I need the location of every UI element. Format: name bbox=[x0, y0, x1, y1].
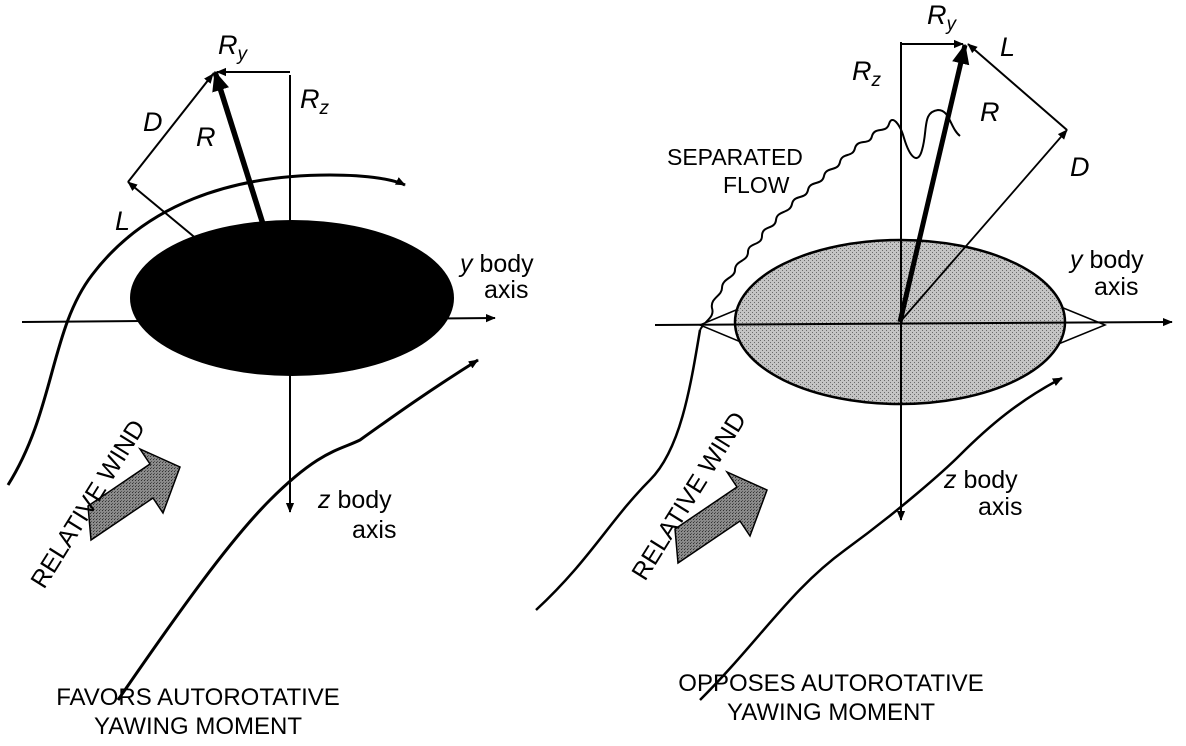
right-separated-flow-label: SEPARATED bbox=[667, 144, 803, 170]
left-caption-line2: YAWING MOMENT bbox=[94, 713, 302, 740]
left-streamline-lower bbox=[116, 358, 479, 701]
right-separated-flow-label-line2: FLOW bbox=[723, 172, 790, 198]
right-streamline-upper bbox=[535, 329, 702, 611]
right-separated-flow-line bbox=[699, 108, 961, 331]
right-caption-line2: YAWING MOMENT bbox=[727, 699, 935, 726]
right-Rz-label: Rz bbox=[852, 56, 882, 91]
right-z-axis-label-line2: axis bbox=[978, 493, 1022, 521]
right-L-label: L bbox=[1000, 32, 1015, 62]
left-R-label: R bbox=[196, 122, 216, 152]
right-z-axis-label: z body bbox=[943, 466, 1018, 494]
right-y-axis-label-line2: axis bbox=[1094, 273, 1138, 301]
left-streamline-upper bbox=[6, 173, 406, 486]
right-resultant-R-vector bbox=[897, 43, 970, 323]
right-y-axis bbox=[654, 317, 1173, 327]
left-caption-line1: FAVORS AUTOROTATIVE bbox=[56, 684, 340, 711]
right-Ry-label: Ry bbox=[927, 0, 958, 35]
left-relative-wind-arrow bbox=[87, 447, 181, 542]
left-resultant-R-vector bbox=[212, 70, 271, 241]
right-D-vector bbox=[899, 129, 1068, 323]
right-y-axis-label: y body bbox=[1068, 246, 1144, 274]
right-streamline-lower bbox=[699, 376, 1063, 701]
left-body-ellipse bbox=[130, 220, 454, 376]
left-Ry-label: Ry bbox=[218, 30, 249, 65]
left-L-label: L bbox=[115, 206, 130, 236]
left-D-label: D bbox=[143, 107, 163, 137]
left-Rz-label: Rz bbox=[300, 84, 330, 119]
right-L-vector bbox=[967, 43, 1068, 131]
left-D-vector bbox=[127, 73, 214, 183]
left-panel: Ry Rz D R L y body axis z body axis RELA… bbox=[6, 30, 534, 740]
right-relative-wind-arrow bbox=[674, 470, 768, 565]
right-panel: Ry Rz L R D SEPARATED FLOW y body axis z… bbox=[535, 0, 1173, 726]
left-y-axis-label: y body bbox=[458, 250, 534, 278]
right-R-label: R bbox=[980, 97, 1000, 127]
left-z-axis-label: z body bbox=[317, 486, 392, 514]
left-y-axis-label-line2: axis bbox=[484, 276, 528, 304]
left-z-axis-label-line2: axis bbox=[352, 516, 396, 544]
right-caption-line1: OPPOSES AUTOROTATIVE bbox=[678, 670, 983, 697]
left-L-vector bbox=[127, 181, 211, 251]
right-D-label: D bbox=[1070, 152, 1090, 182]
